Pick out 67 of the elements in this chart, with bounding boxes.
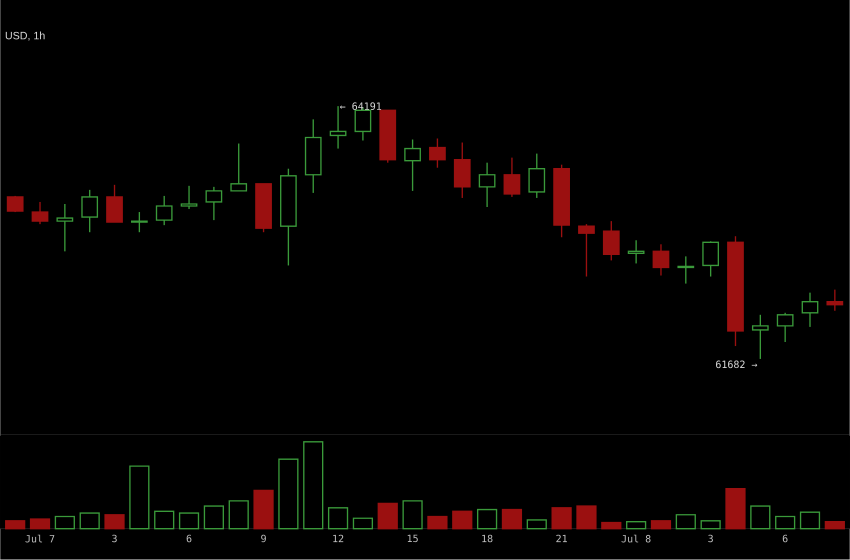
bar: [800, 512, 820, 530]
bar: [104, 514, 125, 530]
candlestick: [81, 189, 98, 234]
bar: [278, 458, 298, 530]
bar: [378, 502, 398, 530]
bar: [228, 500, 249, 530]
bar: [676, 514, 696, 530]
candlestick: [776, 312, 794, 343]
bar: [452, 510, 472, 530]
x-tick-label: 15: [408, 534, 418, 542]
bar: [626, 521, 646, 530]
bar: [154, 510, 174, 530]
bar: [80, 512, 100, 530]
bar: [824, 521, 845, 530]
x-tick-label: 9: [261, 534, 266, 542]
candlestick: [280, 168, 297, 266]
bar: [129, 466, 150, 530]
annotation: ← 64191: [340, 102, 382, 110]
candlestick: [702, 240, 720, 278]
bar: [601, 522, 622, 530]
bar: [502, 509, 522, 530]
bar: [5, 520, 26, 530]
chart-title: USD, 1h: [6, 32, 45, 41]
x-tick-label: 21: [556, 534, 567, 542]
candlestick: [454, 142, 471, 199]
x-tick-label: 6: [782, 534, 788, 542]
x-tick-label: Jul 7: [25, 534, 54, 543]
bar: [476, 509, 498, 530]
candlestick: [478, 162, 496, 208]
candlestick: [826, 289, 844, 312]
x-tick-label: 18: [482, 534, 492, 542]
bar: [552, 507, 572, 530]
candlestick: [553, 164, 570, 238]
bar: [204, 506, 224, 530]
candlestick: [330, 106, 346, 150]
candlestick: [628, 240, 644, 264]
bar: [427, 516, 448, 530]
candlestick: [802, 292, 818, 328]
text: 61682 →: [716, 360, 758, 368]
candlestick: [404, 139, 421, 192]
bar: [253, 490, 274, 530]
bar: [30, 518, 50, 530]
candlestick: [56, 203, 74, 252]
candlestick: [602, 220, 620, 262]
candlestick: [304, 118, 322, 194]
bar: [650, 520, 672, 530]
bar: [303, 441, 324, 530]
bar: [352, 518, 374, 530]
bar: [328, 507, 348, 530]
candlestick: [130, 212, 148, 234]
x-tick-label: Jul 8: [622, 534, 651, 543]
bar: [750, 506, 770, 530]
x-tick-label: 12: [333, 534, 344, 542]
bar: [700, 520, 721, 530]
bar: [54, 516, 75, 530]
bar: [775, 516, 796, 530]
candlestick: [528, 153, 546, 199]
bar: [526, 519, 547, 530]
bar: [402, 500, 423, 530]
x-tick-label: 6: [186, 534, 192, 542]
bar: [576, 506, 597, 530]
bar: [178, 512, 200, 530]
bar: [725, 488, 746, 530]
x-tick-label: 3: [708, 534, 713, 542]
candlestick: [206, 186, 222, 221]
x-tick-label: 3: [112, 534, 117, 542]
candlestick: [752, 314, 769, 360]
